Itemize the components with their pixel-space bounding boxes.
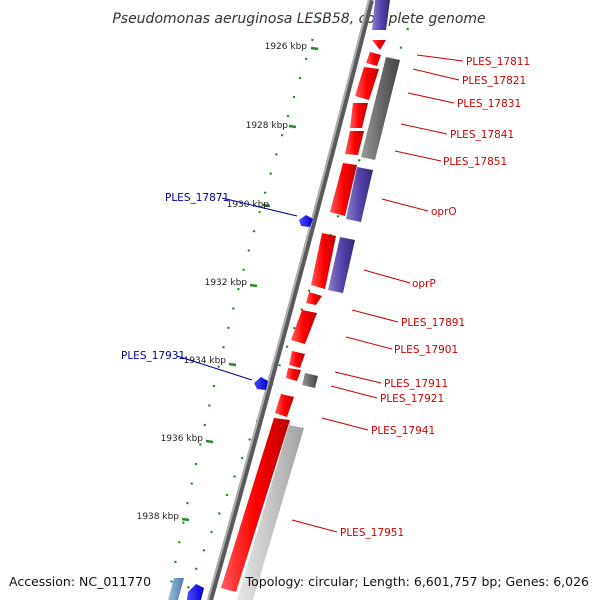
forward-label-leaders: [291, 54, 464, 533]
cds-block[interactable]: [168, 578, 184, 600]
forward-gene-labels: PLES_17811 PLES_17821 PLES_17831 PLES_17…: [340, 56, 530, 539]
gene-arrow-reverse[interactable]: [299, 215, 313, 227]
gene-arrow-forward[interactable]: [306, 292, 322, 305]
ruler-label: 1938 kbp: [137, 512, 180, 522]
ruler-label: 1928 kbp: [246, 121, 289, 131]
ruler-label: 1934 kbp: [184, 356, 227, 366]
genome-summary-text: Topology: circular; Length: 6,601,757 bp…: [245, 574, 589, 589]
gene-arrow-reverse[interactable]: [187, 584, 204, 600]
ruler-labels: 1926 kbp 1928 kbp 1930 kbp 1932 kbp 1934…: [137, 42, 308, 522]
ruler-label: 1926 kbp: [265, 42, 308, 52]
cds-block[interactable]: [328, 237, 355, 293]
ruler-label: 1936 kbp: [161, 434, 204, 444]
cds-blocks: [237, 57, 400, 600]
map-title: Pseudomonas aeruginosa LESB58, complete …: [112, 11, 485, 27]
gene-label[interactable]: oprO: [431, 206, 457, 218]
gene-arrow-forward[interactable]: [286, 368, 301, 381]
gene-arrow-forward[interactable]: [289, 351, 305, 368]
gene-arrow-forward[interactable]: [372, 40, 386, 50]
cds-block[interactable]: [346, 167, 373, 222]
gene-arrow-forward[interactable]: [330, 163, 357, 216]
cds-block[interactable]: [302, 373, 318, 388]
gene-label[interactable]: PLES_17911: [384, 378, 448, 390]
inner-ruler-dots: [166, 19, 321, 600]
gene-label[interactable]: PLES_17831: [457, 98, 521, 110]
gene-arrow-forward[interactable]: [366, 52, 381, 66]
ruler-label: 1932 kbp: [205, 278, 248, 288]
ruler-ticks: [181, 46, 319, 522]
gene-label[interactable]: PLES_17821: [462, 75, 526, 87]
gene-label[interactable]: PLES_17891: [401, 317, 465, 329]
reverse-genes: [168, 215, 313, 600]
gene-arrow-forward[interactable]: [355, 67, 379, 100]
gene-label[interactable]: oprP: [412, 278, 436, 290]
gene-arrow-forward[interactable]: [221, 418, 290, 592]
gene-arrow-reverse[interactable]: [254, 377, 268, 390]
gene-label[interactable]: PLES_17951: [340, 527, 404, 539]
gene-label[interactable]: PLES_17901: [394, 344, 458, 356]
genome-backbone-highlight: [207, 0, 370, 600]
gene-arrow-forward[interactable]: [345, 131, 364, 155]
gene-label[interactable]: PLES_17871: [165, 192, 229, 204]
cds-block[interactable]: [361, 57, 400, 160]
ruler-label: 1930 kbp: [227, 200, 270, 210]
gene-label[interactable]: PLES_17941: [371, 425, 435, 437]
gene-arrow-forward[interactable]: [350, 103, 368, 128]
cds-block[interactable]: [372, 0, 390, 30]
forward-genes: [221, 52, 381, 592]
reverse-label-leaders: [176, 197, 298, 381]
gene-label[interactable]: PLES_17931: [121, 350, 185, 362]
gene-arrow-forward[interactable]: [291, 310, 317, 344]
gene-arrow-forward[interactable]: [275, 394, 294, 417]
genome-backbone: [207, 0, 374, 600]
gene-label[interactable]: PLES_17841: [450, 129, 514, 141]
gene-label[interactable]: PLES_17811: [466, 56, 530, 68]
gene-arrow-forward[interactable]: [311, 233, 336, 289]
accession-text: Accession: NC_011770: [9, 574, 151, 589]
gene-label[interactable]: PLES_17851: [443, 156, 507, 168]
reverse-gene-labels: PLES_17871 PLES_17931: [121, 192, 229, 362]
cds-block[interactable]: [237, 425, 304, 600]
gene-label[interactable]: PLES_17921: [380, 393, 444, 405]
